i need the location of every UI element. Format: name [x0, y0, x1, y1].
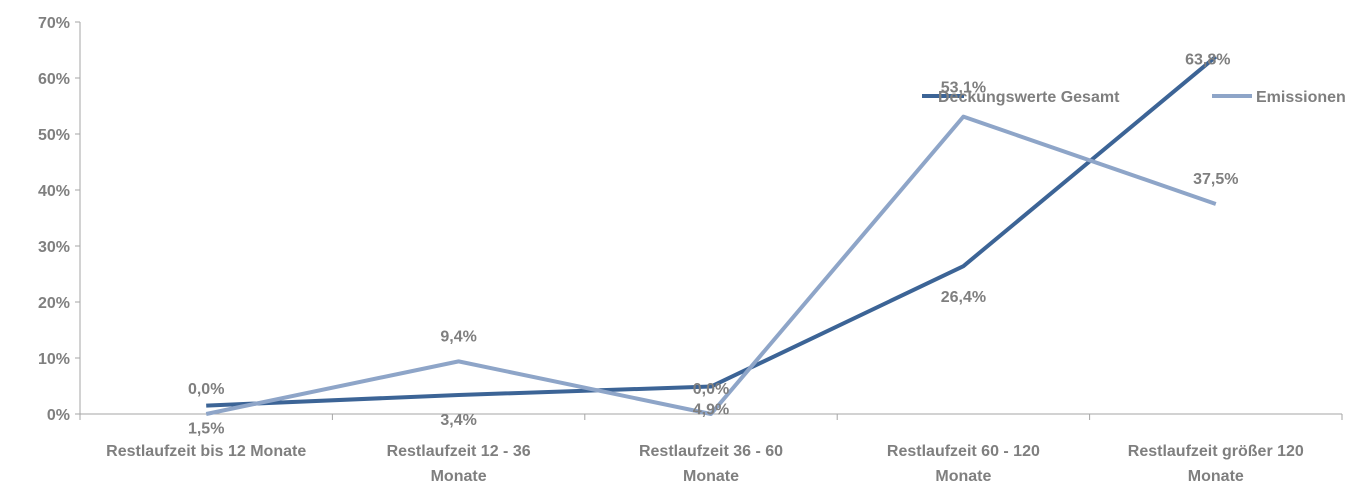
data-label-emissionen: 0,0% [693, 381, 729, 398]
chart-axes [79, 22, 1342, 415]
y-tick-label: 60% [38, 71, 70, 88]
data-label-emissionen: 53,1% [941, 80, 986, 97]
y-axis-ticks: 0% 10% 20% 30% 40% 50% 60% 70% [38, 15, 80, 424]
x-tick-label: Restlaufzeit 36 - 60 Monate [639, 443, 783, 485]
data-label-emissionen: 0,0% [188, 381, 224, 398]
series-line-emissionen [205, 114, 1217, 416]
data-label-deckungswerte: 26,4% [941, 289, 986, 306]
chart-data-labels: 1,5% 3,4% 4,9% 26,4% 63,8% 0,0% 9,4% 0,0% 53,1% 3… [188, 52, 1239, 438]
data-label-emissionen: 37,5% [1193, 171, 1238, 188]
y-tick-label: 20% [38, 295, 70, 312]
legend-label-deckungswerte: Deckungswerte Gesamt [938, 89, 1120, 106]
data-label-deckungswerte: 1,5% [188, 421, 224, 438]
data-label-emissionen: 9,4% [440, 328, 476, 345]
x-tick-label: Restlaufzeit 60 - 120 Monate [887, 443, 1040, 485]
series-line-deckungswerte [206, 55, 1218, 408]
data-label-deckungswerte: 3,4% [440, 412, 476, 429]
chart-series [205, 55, 1218, 416]
y-tick-label: 30% [38, 239, 70, 256]
x-tick-label: Restlaufzeit bis 12 Monate [106, 443, 306, 460]
chart-legend: Deckungswerte Gesamt Emissionen [922, 89, 1346, 106]
data-label-deckungswerte: 4,9% [693, 402, 729, 419]
data-label-deckungswerte: 63,8% [1185, 52, 1230, 69]
y-tick-label: 0% [47, 407, 70, 424]
y-tick-label: 10% [38, 351, 70, 368]
x-axis-ticks: Restlaufzeit bis 12 Monate Restlaufzeit 1… [79, 414, 1343, 485]
y-tick-label: 50% [38, 127, 70, 144]
x-tick-label: Restlaufzeit 12 - 36 Monate [387, 443, 531, 485]
y-tick-label: 70% [38, 15, 70, 32]
x-tick-label: Restlaufzeit größer 120 Monate [1128, 443, 1304, 485]
legend-label-emissionen: Emissionen [1256, 89, 1346, 106]
y-tick-label: 40% [38, 183, 70, 200]
